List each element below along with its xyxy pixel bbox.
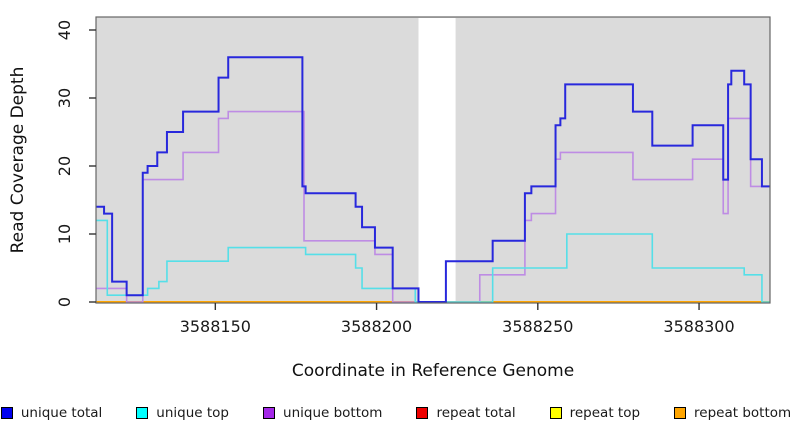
plot-area [96, 17, 770, 303]
series-unique-bottom [96, 110, 770, 303]
y-tick-label: 20 [55, 156, 74, 176]
y-tick-label: 10 [55, 224, 74, 244]
legend-item-repeat-bottom: repeat bottom [674, 405, 791, 421]
series-unique-total [96, 56, 770, 303]
legend-item-unique-total: unique total [0, 405, 103, 421]
x-tick-label: 3588300 [663, 317, 734, 336]
legend-swatch-icon [0, 407, 13, 419]
y-tick-label: 40 [55, 20, 74, 40]
series-unique-top [96, 219, 770, 303]
legend-label: unique bottom [283, 405, 383, 421]
x-axis-title: Coordinate in Reference Genome [292, 361, 574, 381]
y-axis-title: Read Coverage Depth [8, 67, 28, 254]
y-tick-label: 30 [55, 88, 74, 108]
legend-label: unique top [156, 405, 230, 421]
legend-item-unique-bottom: unique bottom [263, 405, 382, 421]
legend-label: unique total [20, 405, 103, 421]
x-tick-label: 3588150 [180, 317, 251, 336]
masked-gap-region [418, 18, 456, 303]
legend-label: repeat total [436, 405, 516, 421]
plot-border [95, 16, 771, 304]
legend-label: repeat top [569, 405, 641, 421]
legend-item-repeat-total: repeat total [416, 405, 516, 421]
legend-label: repeat bottom [694, 405, 792, 421]
legend-swatch-icon [416, 407, 429, 419]
axes: 3588150 3588200 3588250 3588300 0 10 20 30 40 [55, 16, 771, 336]
x-tick-label: 3588200 [341, 317, 412, 336]
y-tick-label: 0 [55, 297, 74, 307]
legend-swatch-icon [263, 407, 276, 419]
x-tick-label: 3588250 [502, 317, 573, 336]
legend-item-unique-top: unique top [136, 405, 229, 421]
legend-swatch-icon [549, 407, 562, 419]
legend-item-repeat-top: repeat top [549, 405, 641, 421]
legend: unique total unique top unique bottom repea… [0, 401, 792, 425]
legend-swatch-icon [674, 407, 687, 419]
legend-swatch-icon [136, 407, 149, 419]
